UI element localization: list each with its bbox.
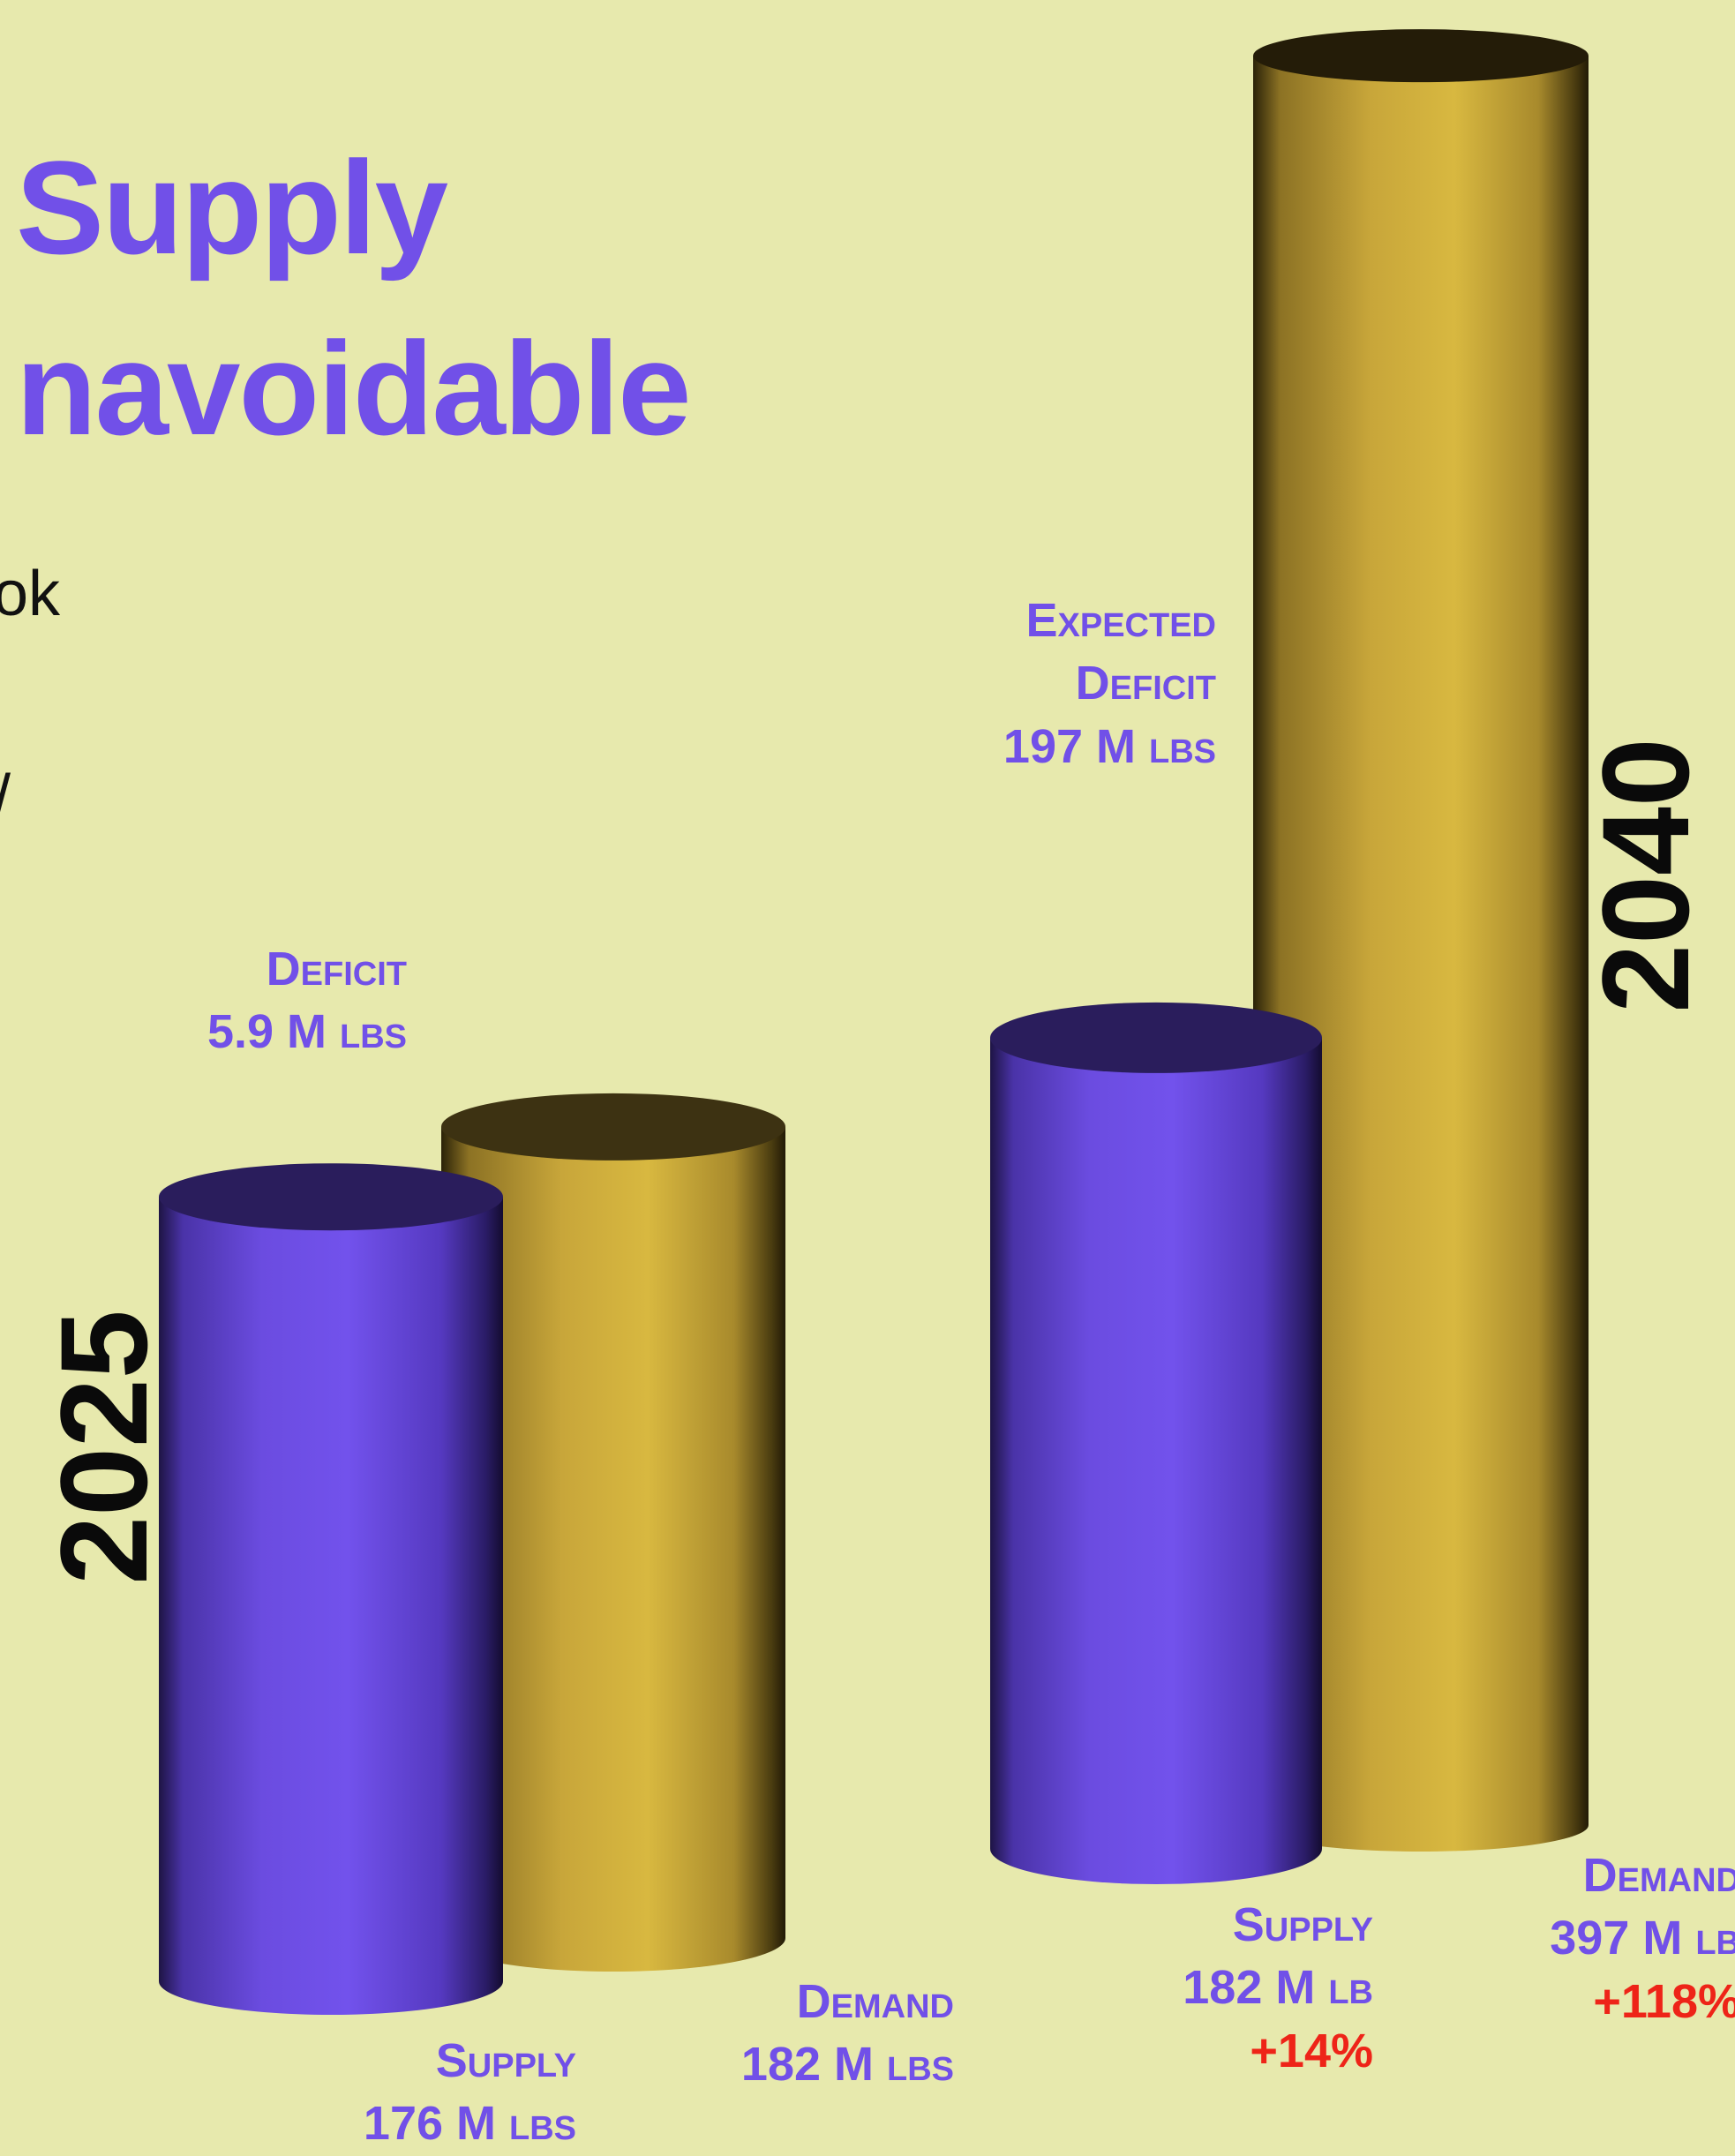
demand-cylinder-2040-top bbox=[1253, 29, 1589, 83]
deficit-value-2025: 5.9 M lbs bbox=[207, 1005, 407, 1059]
body-text-fragment-2: / bbox=[0, 766, 11, 830]
demand-title-2025: Demand bbox=[796, 1975, 954, 2028]
demand-cylinder-2025-top bbox=[441, 1093, 785, 1161]
demand-label-2025: Demand 182 M lbs bbox=[741, 1971, 954, 2097]
demand-title-2040: Demand bbox=[1582, 1849, 1735, 1902]
demand-value-2025: 182 M lbs bbox=[740, 2038, 954, 2092]
supply-cylinder-2025 bbox=[159, 1163, 503, 2015]
page-title-line-2: navoidable bbox=[16, 314, 692, 462]
supply-title-2040: Supply bbox=[1232, 1898, 1373, 1951]
supply-cylinder-2025-body bbox=[159, 1197, 503, 2015]
demand-cylinder-2040-body bbox=[1253, 56, 1589, 1852]
body-text-fragment-1: ok bbox=[0, 559, 61, 629]
year-label-2040: 2040 bbox=[1576, 738, 1715, 1013]
demand-change-2040: +118% bbox=[1593, 1974, 1735, 2028]
supply-cylinder-2025-top bbox=[159, 1163, 503, 1231]
demand-cylinder-2025-body bbox=[441, 1126, 785, 1972]
supply-label-2040: Supply 182 M lb +14% bbox=[1183, 1894, 1373, 2083]
deficit-title-2025: Deficit bbox=[266, 943, 407, 995]
page-title-line-1: Supply bbox=[16, 133, 448, 282]
demand-cylinder-2040 bbox=[1253, 29, 1589, 1852]
supply-change-2040: +14% bbox=[1250, 2024, 1373, 2077]
deficit-value-2040: 197 M lbs bbox=[1003, 719, 1216, 773]
supply-label-2025: Supply 176 M lbs bbox=[364, 2030, 576, 2156]
deficit-title-2040-line2: Deficit bbox=[1075, 657, 1216, 710]
supply-cylinder-2040 bbox=[990, 1002, 1322, 1884]
deficit-label-2025: Deficit 5.9 M lbs bbox=[207, 938, 407, 1064]
demand-cylinder-2025 bbox=[441, 1093, 785, 1972]
supply-value-2025: 176 M lbs bbox=[363, 2097, 576, 2151]
supply-value-2040: 182 M lb bbox=[1183, 1961, 1373, 2015]
deficit-title-2040-line1: Expected bbox=[1025, 594, 1217, 647]
supply-cylinder-2040-top bbox=[990, 1002, 1322, 1073]
supply-cylinder-2040-body bbox=[990, 1037, 1322, 1884]
demand-label-2040: Demand 397 M lb +118% bbox=[1550, 1844, 1735, 2033]
supply-title-2025: Supply bbox=[435, 2034, 576, 2087]
year-label-2025: 2025 bbox=[34, 1310, 173, 1585]
demand-value-2040: 397 M lb bbox=[1550, 1912, 1735, 1965]
deficit-label-2040: Expected Deficit 197 M lbs bbox=[1003, 590, 1216, 778]
